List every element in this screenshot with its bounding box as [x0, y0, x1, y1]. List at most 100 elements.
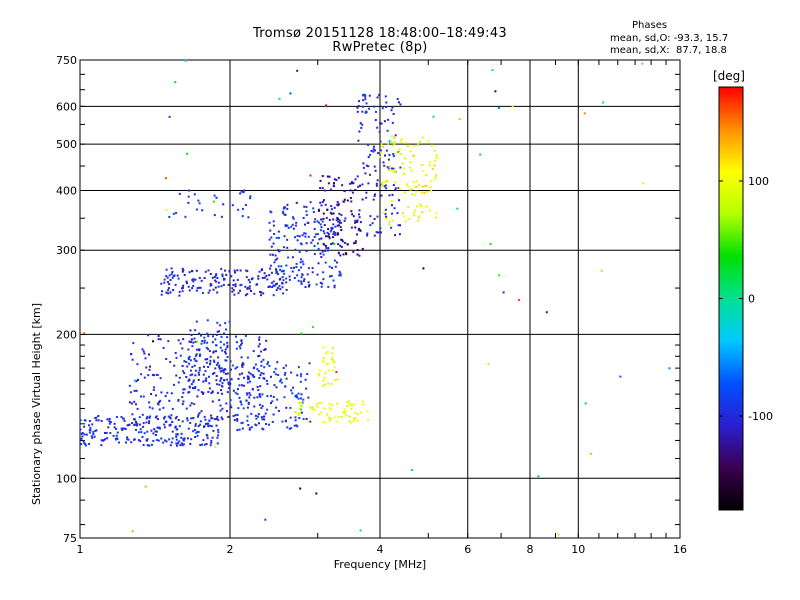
data-point — [131, 358, 134, 361]
data-point — [142, 443, 145, 446]
data-point — [380, 194, 383, 197]
data-point — [271, 286, 274, 288]
data-point — [266, 408, 269, 411]
data-point — [255, 417, 258, 420]
data-point — [207, 348, 210, 351]
data-point — [322, 360, 325, 363]
data-point — [305, 214, 308, 216]
data-point — [275, 386, 278, 389]
data-point — [297, 279, 300, 282]
data-point — [320, 411, 323, 414]
data-point — [399, 153, 402, 155]
data-point — [365, 191, 368, 194]
data-point — [321, 187, 324, 190]
data-point — [212, 200, 215, 203]
data-point — [366, 232, 369, 235]
data-point — [354, 221, 357, 224]
data-point — [176, 444, 178, 447]
data-point — [345, 414, 348, 417]
data-point — [237, 388, 239, 391]
data-point — [201, 209, 204, 212]
data-point — [198, 277, 201, 279]
data-point — [189, 359, 192, 362]
data-point — [230, 378, 233, 381]
data-point — [192, 278, 195, 281]
data-point — [210, 417, 213, 420]
data-point — [109, 421, 112, 423]
data-point — [273, 284, 276, 287]
data-point — [205, 379, 208, 382]
data-point — [169, 360, 172, 363]
data-point — [201, 340, 204, 342]
data-point — [218, 383, 221, 386]
data-point — [408, 217, 411, 220]
data-point — [322, 379, 325, 382]
data-point — [321, 250, 324, 253]
data-point — [319, 187, 322, 190]
data-point — [194, 423, 197, 426]
data-point — [236, 393, 239, 396]
data-point — [194, 278, 197, 281]
data-point — [197, 431, 200, 433]
data-point — [374, 169, 377, 172]
data-point — [218, 324, 221, 327]
data-point — [390, 226, 393, 229]
data-point — [430, 189, 433, 192]
data-point — [338, 221, 341, 224]
data-point — [124, 428, 127, 431]
data-point — [205, 361, 208, 364]
colorbar-tick-label: -100 — [748, 410, 773, 423]
data-point — [235, 335, 237, 338]
data-point — [234, 414, 237, 417]
data-point — [392, 113, 395, 115]
data-point — [326, 231, 329, 234]
data-point — [317, 247, 320, 250]
data-point — [350, 200, 353, 203]
data-point — [88, 424, 90, 427]
data-point — [254, 423, 257, 426]
data-point — [257, 389, 260, 391]
data-point — [260, 294, 262, 297]
data-point — [352, 215, 355, 218]
data-point — [94, 429, 97, 432]
data-point — [320, 401, 323, 404]
data-point — [259, 374, 262, 377]
data-point — [219, 346, 222, 349]
data-point — [391, 106, 394, 109]
data-point — [175, 433, 178, 436]
data-point — [383, 185, 386, 188]
data-point — [502, 291, 505, 294]
data-point — [270, 245, 273, 248]
data-point — [208, 387, 211, 390]
data-point — [258, 403, 261, 406]
data-point — [325, 247, 328, 250]
data-point — [240, 190, 243, 193]
data-point — [381, 183, 384, 186]
data-point — [294, 416, 297, 419]
data-point — [216, 291, 219, 294]
data-point — [215, 424, 218, 427]
data-point — [300, 393, 303, 396]
data-point — [104, 432, 106, 434]
data-point — [296, 274, 299, 277]
data-point — [332, 218, 335, 221]
data-point — [354, 226, 357, 229]
data-point — [376, 96, 379, 99]
data-point — [194, 385, 197, 388]
data-point — [435, 216, 437, 219]
data-point — [323, 420, 326, 423]
data-point — [345, 253, 348, 256]
data-point — [174, 352, 177, 354]
data-point — [413, 214, 416, 217]
data-point — [404, 191, 406, 194]
data-point — [319, 229, 322, 232]
data-point — [276, 361, 279, 364]
data-point — [269, 253, 272, 256]
data-point — [398, 151, 401, 154]
data-point — [126, 436, 129, 439]
data-point — [245, 392, 248, 395]
data-point — [287, 226, 290, 229]
data-point — [338, 274, 341, 277]
y-tick-label: 300 — [56, 244, 77, 257]
data-point — [304, 378, 307, 381]
